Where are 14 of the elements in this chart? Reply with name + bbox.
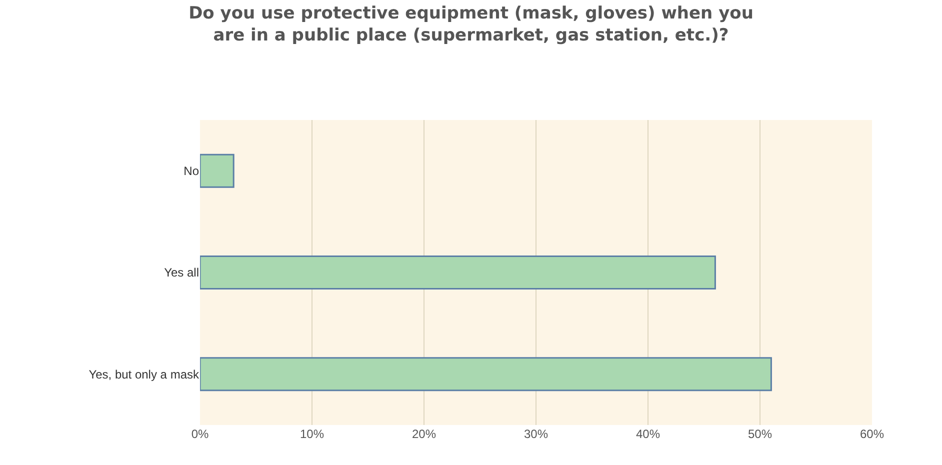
- y-tick-label: No: [184, 164, 200, 178]
- x-tick-label: 20%: [412, 427, 436, 441]
- chart-title: Do you use protective equipment (mask, gloves) when you are in a public place (supermarket, gas station, etc.)?: [188, 4, 754, 46]
- x-tick-label: 40%: [636, 427, 660, 441]
- y-tick-label: Yes all: [164, 266, 199, 280]
- bar: [200, 357, 772, 392]
- x-tick-label: 10%: [300, 427, 324, 441]
- y-tick-label: Yes, but only a mask: [88, 367, 200, 382]
- x-tick-label: 0%: [191, 427, 209, 441]
- bar: [200, 255, 716, 290]
- x-tick-label: 60%: [860, 427, 884, 441]
- bar: [200, 154, 234, 188]
- x-tick-label: 30%: [524, 427, 548, 441]
- x-tick-label: 50%: [748, 427, 772, 441]
